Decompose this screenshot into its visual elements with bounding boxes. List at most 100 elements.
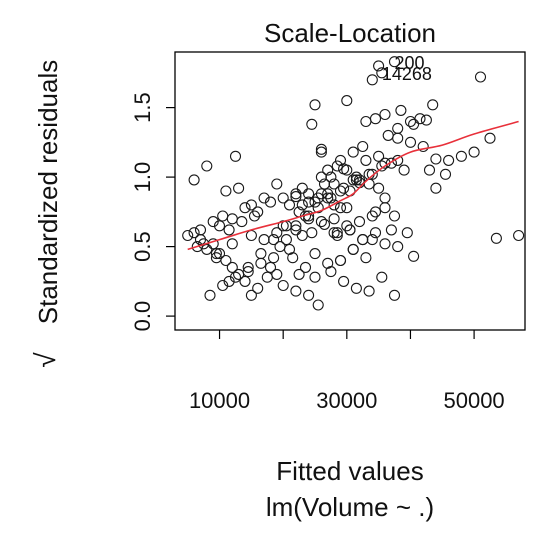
data-point [220, 185, 232, 197]
data-point [229, 271, 242, 283]
data-point [290, 220, 302, 232]
data-point [357, 234, 369, 246]
data-point [408, 118, 420, 130]
data-point [271, 178, 283, 190]
data-points [182, 56, 525, 311]
data-point [280, 234, 292, 246]
data-point [331, 160, 343, 172]
data-point [363, 285, 375, 297]
data-point [252, 206, 264, 218]
data-point [315, 188, 327, 200]
data-point [353, 174, 366, 186]
x-axis-label: Fitted values [276, 456, 423, 486]
data-point [398, 164, 410, 176]
data-point [188, 227, 200, 239]
data-point [388, 289, 401, 301]
data-point [322, 188, 334, 200]
data-point [373, 60, 385, 72]
data-point [223, 275, 235, 287]
data-point [328, 178, 340, 190]
data-point [360, 154, 372, 166]
chart-title: Scale-Location [264, 18, 436, 48]
data-point [226, 261, 238, 273]
data-point [376, 67, 388, 79]
x-tick-label-2: 30000 [316, 388, 377, 413]
data-point [242, 261, 254, 273]
data-point [255, 248, 267, 260]
data-point [194, 224, 207, 236]
data-point [420, 114, 432, 126]
data-point [388, 210, 401, 222]
data-point [366, 74, 378, 86]
data-point [277, 279, 289, 292]
data-point [252, 282, 264, 294]
data-point [283, 243, 296, 255]
data-point [296, 182, 308, 194]
data-point [373, 182, 385, 194]
data-point [369, 227, 382, 239]
data-point [296, 199, 308, 211]
data-point [204, 289, 216, 301]
data-point [392, 241, 404, 253]
data-point [226, 238, 238, 250]
x-tick-label-0: 10000 [189, 388, 250, 413]
data-point [258, 192, 270, 204]
data-point [328, 199, 340, 211]
data-point [207, 216, 219, 228]
data-point [271, 227, 283, 239]
data-point [242, 266, 254, 278]
data-point [427, 99, 439, 111]
data-point [379, 238, 391, 250]
data-point [484, 132, 496, 144]
data-point [350, 174, 362, 186]
data-point [303, 188, 315, 200]
y-tick-label-2: 1.0 [130, 162, 155, 193]
data-point [315, 146, 327, 158]
data-point [223, 224, 235, 236]
y-axis-label: Standardized residuals [33, 60, 63, 325]
data-point [379, 108, 391, 121]
data-point [277, 192, 289, 204]
data-point [474, 71, 487, 83]
data-point [423, 164, 436, 176]
data-point [312, 299, 324, 311]
data-point [296, 229, 308, 242]
data-point [338, 275, 350, 287]
data-point [468, 146, 480, 158]
y-axis-sqrt-symbol: √ [30, 352, 61, 368]
y-tick-label-0: 0.0 [130, 301, 155, 332]
data-point [290, 224, 302, 236]
data-point [268, 252, 280, 264]
data-point [309, 196, 321, 208]
data-point [210, 252, 222, 264]
data-point [188, 174, 200, 186]
data-point [490, 232, 502, 244]
data-point [322, 164, 334, 176]
data-point [417, 140, 429, 153]
data-point [334, 185, 347, 197]
data-point [182, 229, 194, 242]
data-point [341, 164, 353, 176]
data-point [366, 210, 378, 222]
data-point [315, 216, 327, 228]
data-point [344, 224, 356, 236]
data-point [315, 143, 327, 155]
data-point [264, 261, 277, 273]
data-point [350, 282, 362, 294]
data-point [303, 196, 315, 208]
data-point [328, 227, 340, 239]
data-point [191, 241, 203, 253]
data-point [290, 188, 302, 200]
data-point [239, 202, 251, 214]
data-point [306, 118, 318, 130]
data-point [379, 202, 391, 214]
y-tick-label-1: 0.5 [130, 231, 155, 262]
data-point [382, 129, 394, 141]
data-point [331, 229, 343, 242]
data-point [217, 279, 229, 292]
data-point [350, 171, 362, 183]
y-axis: 0.0 0.5 1.0 1.5 [130, 92, 175, 331]
data-point [245, 289, 257, 301]
